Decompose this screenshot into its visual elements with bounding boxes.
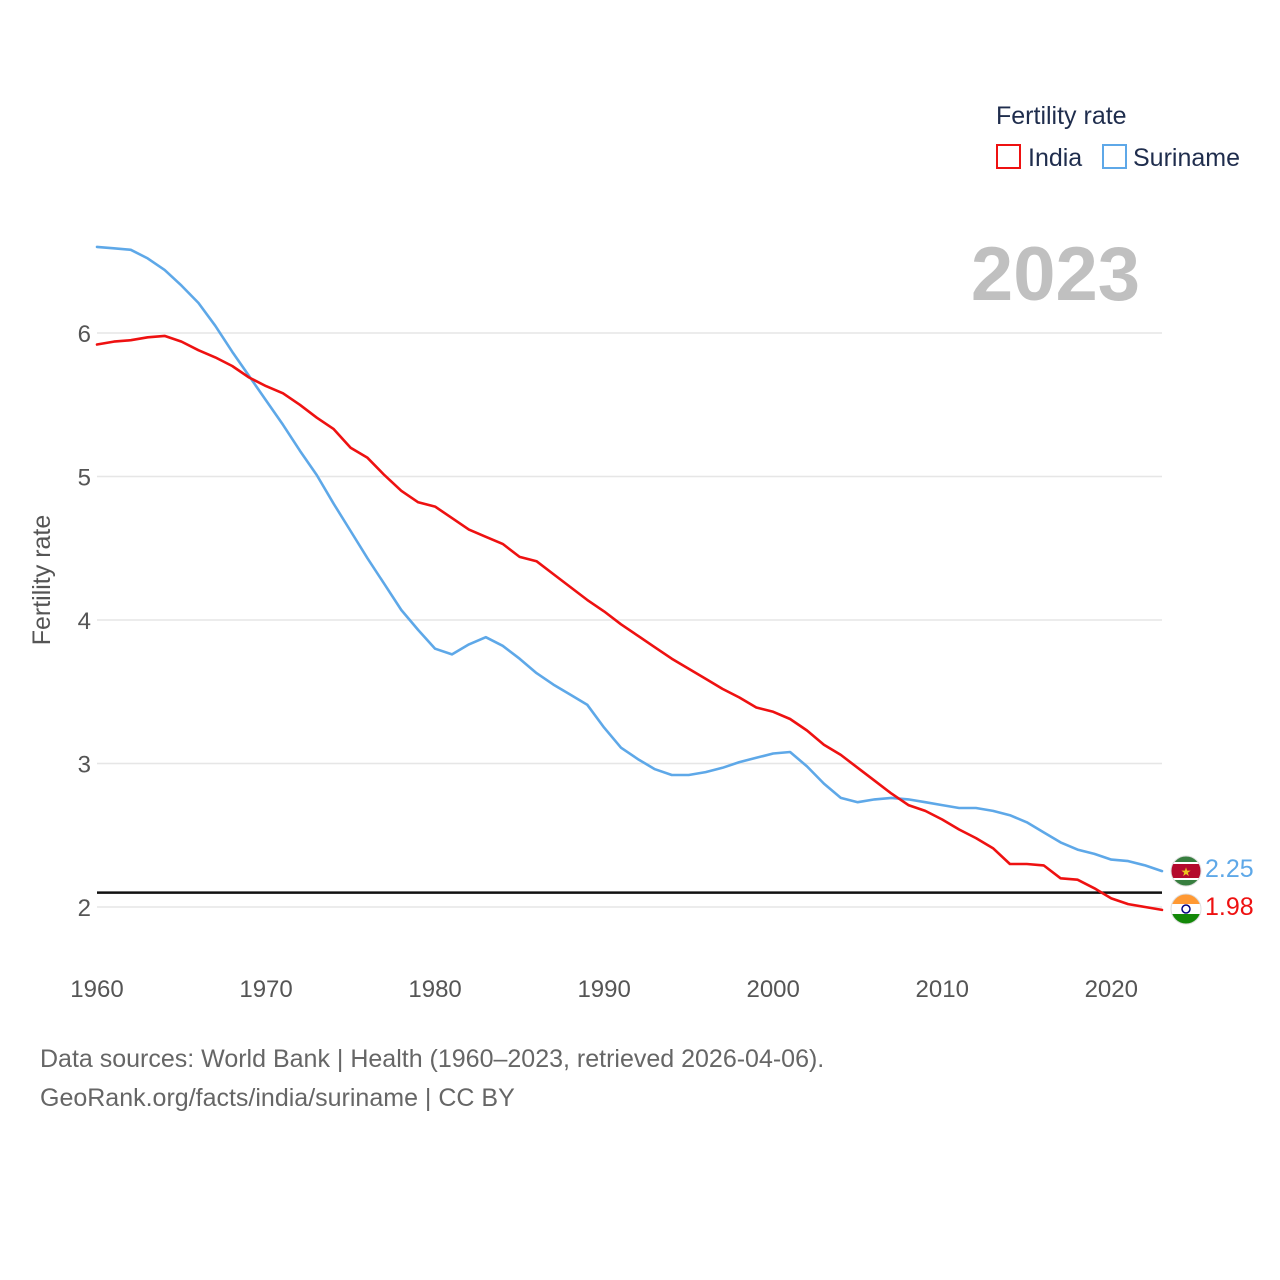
y-tick-label: 3 <box>78 752 91 779</box>
legend: Fertility rate India Suriname <box>996 102 1240 172</box>
legend-item-india[interactable]: India <box>996 144 1082 172</box>
legend-item-suriname[interactable]: Suriname <box>1102 144 1240 172</box>
y-tick-label: 4 <box>78 608 91 635</box>
y-tick-label: 2 <box>78 895 91 922</box>
x-axis-ticks: 1960 1970 1980 1990 2000 2010 2020 <box>70 976 1138 1003</box>
x-tick-label: 1990 <box>577 976 630 1003</box>
source-link[interactable]: GeoRank.org/facts/india/suriname | CC BY <box>40 1084 515 1112</box>
india-flag-icon <box>1171 894 1201 924</box>
x-tick-label: 2020 <box>1085 976 1138 1003</box>
series-line-india <box>95 334 1164 912</box>
series-line-suriname <box>95 245 1164 873</box>
end-value-india: 1.98 <box>1205 893 1254 921</box>
legend-swatch-india <box>996 144 1021 169</box>
legend-swatch-suriname <box>1102 144 1127 169</box>
y-tick-label: 6 <box>78 321 91 348</box>
gridlines <box>97 332 1162 908</box>
series-layer <box>95 245 1164 912</box>
svg-text:★: ★ <box>1181 865 1192 879</box>
y-axis-ticks: 2 3 4 5 6 <box>78 321 91 922</box>
end-labels: 2.25 1.98 <box>1205 855 1254 921</box>
y-axis-label: Fertility rate <box>28 515 56 646</box>
source-note: Data sources: World Bank | Health (1960–… <box>40 1045 825 1073</box>
x-tick-label: 2000 <box>746 976 799 1003</box>
y-tick-label: 5 <box>78 465 91 492</box>
x-tick-label: 1970 <box>239 976 292 1003</box>
x-tick-label: 1960 <box>70 976 123 1003</box>
legend-label-suriname: Suriname <box>1133 144 1240 172</box>
x-tick-label: 2010 <box>916 976 969 1003</box>
suriname-flag-icon: ★ <box>1171 856 1201 886</box>
year-label: 2023 <box>971 232 1140 317</box>
legend-title: Fertility rate <box>996 102 1127 130</box>
legend-label-india: India <box>1028 144 1082 172</box>
x-tick-label: 1980 <box>408 976 461 1003</box>
end-value-suriname: 2.25 <box>1205 855 1254 883</box>
